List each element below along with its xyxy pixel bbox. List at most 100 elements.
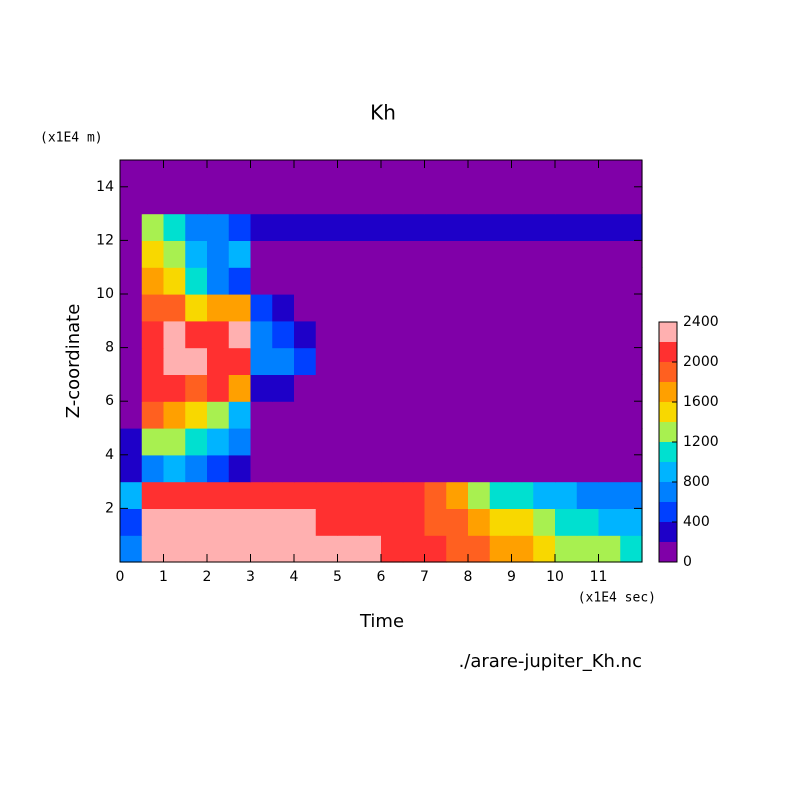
contour-cell xyxy=(468,401,491,429)
contour-cell xyxy=(576,213,600,241)
contour-cell xyxy=(381,347,404,375)
contour-cell xyxy=(446,374,469,402)
contour-cell xyxy=(207,428,230,456)
contour-cell xyxy=(620,213,643,241)
contour-cell xyxy=(337,508,360,536)
contour-cell xyxy=(576,428,600,456)
contour-cell xyxy=(272,347,295,375)
contour-cell xyxy=(228,320,252,349)
contour-cell xyxy=(315,401,339,429)
contour-cell xyxy=(555,160,578,188)
contour-cell xyxy=(468,535,491,563)
contour-cell xyxy=(163,186,186,215)
contour-cell xyxy=(315,535,339,563)
contour-cell xyxy=(424,320,447,349)
contour-cell xyxy=(402,454,426,483)
contour-cell xyxy=(337,267,360,295)
contour-cell xyxy=(207,213,230,241)
contour-cell xyxy=(163,294,186,322)
contour-cell xyxy=(163,428,186,456)
contour-cell xyxy=(489,508,513,536)
contour-cell xyxy=(294,186,317,215)
contour-cell xyxy=(294,160,317,188)
contour-cell xyxy=(424,160,447,188)
contour-cell xyxy=(163,267,186,295)
contour-cell xyxy=(402,320,426,349)
x-tick-label: 11 xyxy=(590,569,608,585)
x-tick-label: 3 xyxy=(246,569,255,585)
contour-cell xyxy=(598,428,621,456)
contour-cell xyxy=(294,508,317,536)
contour-cell xyxy=(272,186,295,215)
contour-cell xyxy=(424,213,447,241)
contour-cell xyxy=(120,428,143,456)
contour-cell xyxy=(489,454,513,483)
contour-cell xyxy=(272,428,295,456)
contour-cell xyxy=(185,454,208,483)
contour-cell xyxy=(576,240,600,268)
contour-cell xyxy=(402,160,426,188)
contour-cell xyxy=(511,320,534,349)
contour-cell xyxy=(555,508,578,536)
contour-cell xyxy=(228,535,252,563)
contour-cell xyxy=(620,508,643,536)
contour-cell xyxy=(555,535,578,563)
contour-cell xyxy=(207,481,230,509)
contour-cell xyxy=(359,454,382,483)
contour-cell xyxy=(381,240,404,268)
contour-cell xyxy=(272,535,295,563)
y-tick-label: 12 xyxy=(96,232,114,248)
contour-cell xyxy=(250,535,273,563)
contour-cell xyxy=(533,186,556,215)
contour-cell xyxy=(272,160,295,188)
colorbar-tick-label: 2000 xyxy=(683,354,719,370)
contour-cell xyxy=(620,401,643,429)
contour-cell xyxy=(185,374,208,402)
contour-cell xyxy=(620,374,643,402)
colorbar-band xyxy=(659,382,677,402)
contour-cell xyxy=(272,454,295,483)
contour-cell xyxy=(446,160,469,188)
contour-cell xyxy=(120,481,143,509)
contour-cell xyxy=(424,267,447,295)
contour-cell xyxy=(141,508,165,536)
contour-cell xyxy=(315,347,339,375)
contour-cell xyxy=(228,240,252,268)
contour-cell xyxy=(163,401,186,429)
contour-cell xyxy=(468,374,491,402)
contour-cell xyxy=(141,267,165,295)
contour-cell xyxy=(120,186,143,215)
contour-cell xyxy=(337,213,360,241)
contour-cell xyxy=(359,428,382,456)
contour-cell xyxy=(207,320,230,349)
contour-cell xyxy=(250,454,273,483)
contour-cell xyxy=(294,347,317,375)
contour-cell xyxy=(250,508,273,536)
colorbar-tick-label: 800 xyxy=(683,474,710,490)
contour-cell xyxy=(576,535,600,563)
contour-cell xyxy=(576,267,600,295)
contour-cell xyxy=(294,213,317,241)
contour-cell xyxy=(424,401,447,429)
contour-cell xyxy=(315,267,339,295)
colorbar-tick-label: 1600 xyxy=(683,394,719,410)
contour-cell xyxy=(294,374,317,402)
colorbar-band xyxy=(659,322,677,342)
contour-cell xyxy=(576,401,600,429)
contour-cell xyxy=(272,267,295,295)
contour-cell xyxy=(315,320,339,349)
contour-cell xyxy=(141,535,165,563)
contour-cell xyxy=(598,508,621,536)
contour-cell xyxy=(511,481,534,509)
contour-cell xyxy=(120,213,143,241)
x-tick-label: 0 xyxy=(116,569,125,585)
contour-cell xyxy=(489,160,513,188)
contour-cell xyxy=(337,294,360,322)
contour-cell xyxy=(511,267,534,295)
x-tick-label: 4 xyxy=(290,569,299,585)
contour-cell xyxy=(511,508,534,536)
contour-cell xyxy=(511,374,534,402)
contour-cell xyxy=(402,481,426,509)
contour-cell xyxy=(489,294,513,322)
contour-cell xyxy=(337,454,360,483)
